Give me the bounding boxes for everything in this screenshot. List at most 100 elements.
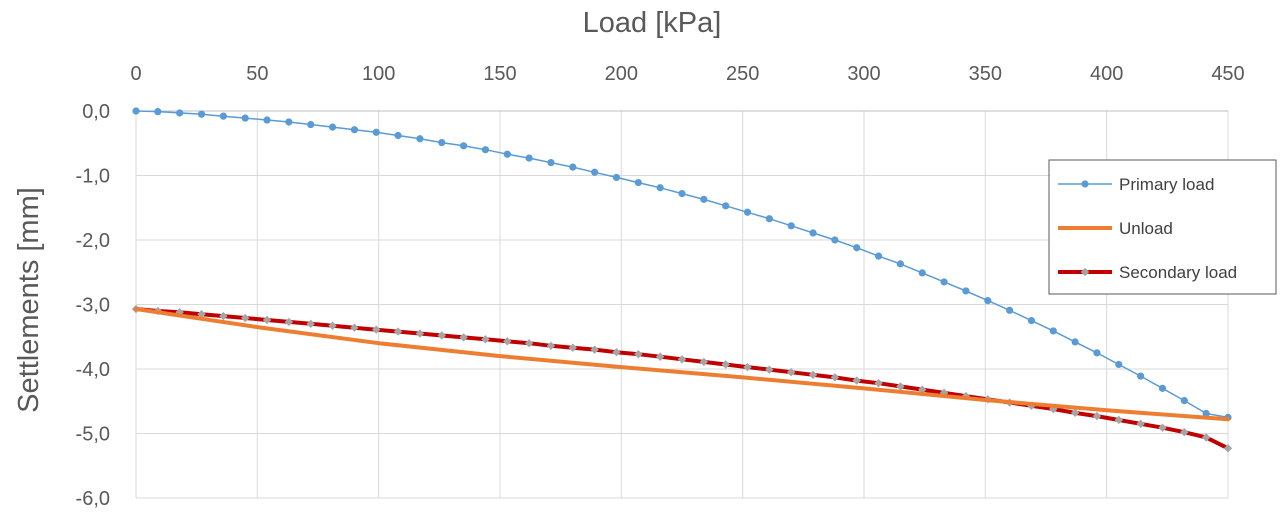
x-tick-label: 300 [847, 63, 880, 85]
secondary-load-point [1223, 444, 1233, 453]
primary-load-point [328, 123, 337, 131]
tick-labels: 0 50 100 150 200 250 300 350 400 450 0,0 -1,0 -2,0 -3… [76, 63, 1245, 510]
x-tick-label: 350 [969, 63, 1002, 85]
secondary-load-point [372, 325, 381, 334]
secondary-load-point [328, 321, 337, 330]
primary-load-point [416, 135, 424, 143]
y-axis-title: Settlements [mm] [13, 187, 45, 413]
secondary-load-point [874, 378, 883, 388]
primary-load-point [962, 287, 970, 295]
secondary-load-point [459, 333, 468, 342]
x-tick-label: 400 [1090, 63, 1123, 85]
primary-load-point [547, 159, 555, 167]
secondary-load-point [1158, 423, 1167, 432]
primary-load-point [219, 112, 227, 120]
secondary-load-point [939, 388, 949, 398]
primary-load-point [1071, 338, 1079, 346]
y-tick-label: -6,0 [76, 488, 110, 510]
secondary-load-point [961, 391, 971, 401]
primary-load-point [1137, 372, 1145, 380]
primary-load-point [984, 297, 992, 305]
primary-load-point [1158, 384, 1167, 392]
primary-load-point [634, 178, 642, 187]
secondary-load-point [612, 348, 621, 357]
primary-load-point [569, 163, 577, 171]
secondary-load-point [481, 335, 490, 344]
y-tick-label: -3,0 [76, 295, 110, 317]
secondary-load-point [699, 357, 709, 367]
primary-load-point [1093, 349, 1101, 357]
series-unload-line [134, 307, 1230, 422]
secondary-load-point [437, 331, 446, 340]
primary-load-point [525, 154, 533, 162]
secondary-load-point [721, 360, 730, 369]
secondary-load-point [765, 365, 774, 374]
secondary-load-point [918, 385, 927, 394]
primary-load-point [656, 184, 664, 192]
x-tick-label: 200 [605, 63, 638, 85]
primary-load-point [591, 168, 599, 176]
primary-load-point [263, 116, 271, 124]
secondary-load-point [415, 329, 425, 338]
primary-load-point [372, 128, 380, 136]
primary-load-point [853, 244, 861, 252]
primary-load-point [874, 252, 883, 260]
secondary-load-point [590, 345, 599, 354]
primary-load-point [503, 150, 511, 158]
secondary-load-point [634, 349, 643, 359]
secondary-load-point [393, 327, 403, 336]
secondary-load-point [808, 370, 818, 380]
secondary-load-point [284, 317, 294, 327]
y-tick-label: -4,0 [76, 359, 110, 381]
series [131, 107, 1233, 453]
legend-marker [1080, 267, 1090, 277]
legend-label: Secondary load [1119, 263, 1237, 282]
y-tick-label: 0,0 [82, 101, 110, 123]
primary-load-point [197, 110, 206, 118]
secondary-load-point [350, 323, 359, 332]
legend: Primary load Unload Secondary load [1048, 159, 1277, 295]
secondary-load-point [197, 309, 206, 319]
secondary-load-point [1070, 408, 1080, 418]
legend-label: Unload [1119, 219, 1173, 238]
primary-load-point [787, 222, 795, 230]
primary-load-point [1027, 317, 1036, 325]
x-tick-label: 0 [130, 63, 141, 85]
primary-load-point [350, 126, 358, 134]
secondary-load-point [896, 382, 905, 391]
primary-load-point [809, 229, 817, 237]
legend-label: Primary load [1119, 175, 1214, 194]
secondary-load-point [262, 315, 272, 325]
legend-item: Unload [1058, 219, 1173, 238]
primary-load-point [918, 269, 926, 277]
primary-load-point [896, 260, 905, 268]
x-tick-label: 100 [362, 63, 395, 85]
primary-load-point [132, 107, 140, 115]
secondary-load-point [1114, 415, 1123, 425]
series-secondary-load [131, 304, 1233, 453]
primary-load-point [241, 114, 249, 122]
primary-load-point [765, 215, 773, 223]
secondary-load-point [1136, 419, 1145, 429]
secondary-load-point [830, 373, 840, 382]
primary-load-point [1202, 409, 1210, 418]
primary-load-point [154, 108, 162, 116]
secondary-load-point [546, 341, 556, 350]
x-tick-label: 50 [246, 63, 268, 85]
secondary-load-point [503, 337, 512, 346]
secondary-load-point [787, 368, 796, 377]
primary-load-point [1049, 327, 1057, 335]
secondary-load-point [677, 355, 687, 364]
primary-load-point [1006, 306, 1014, 314]
secondary-load-point [524, 339, 534, 348]
legend-item: Primary load [1058, 175, 1214, 194]
secondary-load-point [241, 313, 250, 323]
x-tick-label: 150 [483, 63, 516, 85]
x-axis-title: Load [kPa] [583, 7, 722, 39]
x-tick-label: 250 [726, 63, 759, 85]
secondary-load-point [743, 362, 752, 372]
y-tick-label: -2,0 [76, 230, 110, 252]
primary-load-point [831, 236, 839, 244]
